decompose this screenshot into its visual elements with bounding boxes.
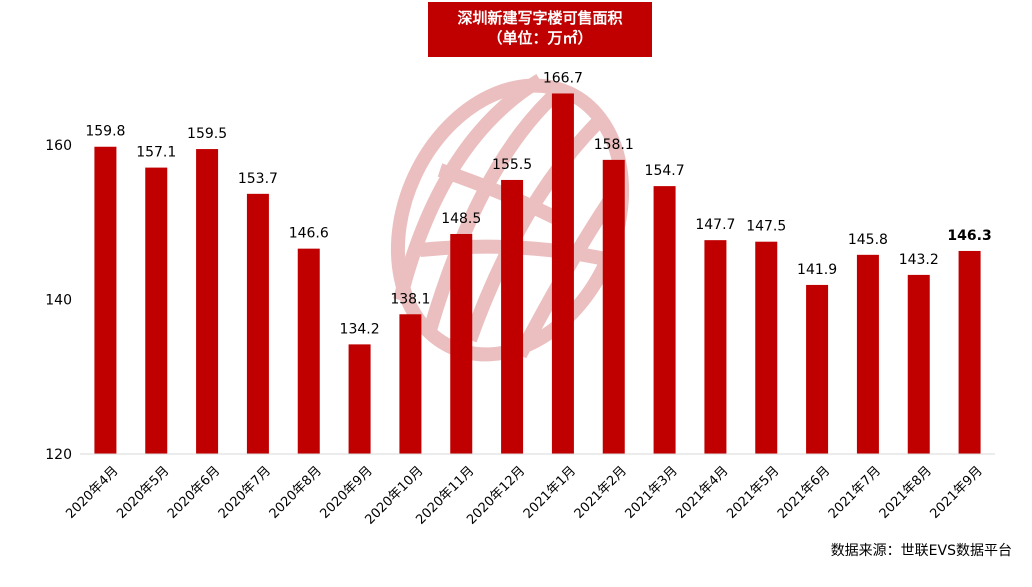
chart-subtitle: （单位：万㎡） xyxy=(487,29,593,47)
x-tick-label: 2020年7月 xyxy=(216,464,274,522)
bar xyxy=(145,167,168,454)
bar xyxy=(602,159,625,455)
data-label: 157.1 xyxy=(136,145,176,161)
bar xyxy=(348,344,371,454)
bar xyxy=(704,240,727,454)
data-label: 145.8 xyxy=(848,232,888,248)
x-tick-label: 2021年3月 xyxy=(623,464,681,522)
x-tick-label: 2021年1月 xyxy=(521,464,579,522)
x-tick-label: 2021年6月 xyxy=(775,464,833,522)
bar xyxy=(501,179,524,454)
data-label: 155.5 xyxy=(492,157,532,173)
bar xyxy=(246,193,269,454)
bar xyxy=(907,274,930,454)
data-label: 159.5 xyxy=(187,126,227,142)
x-tick-label: 2021年8月 xyxy=(877,464,935,522)
data-source-note: 数据来源：世联EVS数据平台 xyxy=(830,543,1012,559)
chart-title: 深圳新建写字楼可售面积 xyxy=(457,9,623,27)
data-label: 166.7 xyxy=(543,70,583,86)
x-tick-label: 2021年9月 xyxy=(928,464,986,522)
data-label: 146.6 xyxy=(289,226,329,242)
data-label: 146.3 xyxy=(947,228,991,244)
data-label: 138.1 xyxy=(390,291,430,307)
data-label: 159.8 xyxy=(85,124,125,140)
bar xyxy=(94,146,117,454)
data-label: 134.2 xyxy=(340,321,380,337)
data-label: 141.9 xyxy=(797,262,837,278)
data-label: 153.7 xyxy=(238,171,278,187)
data-label: 143.2 xyxy=(899,252,939,268)
x-tick-label: 2020年4月 xyxy=(63,464,121,522)
bar xyxy=(806,284,829,454)
bar xyxy=(450,233,473,454)
bar xyxy=(196,149,219,454)
bar xyxy=(297,248,320,454)
bar xyxy=(551,93,574,454)
x-tick-label: 2021年2月 xyxy=(572,464,630,522)
x-tick-label: 2020年6月 xyxy=(165,464,223,522)
chart-title-box: 深圳新建写字楼可售面积 （单位：万㎡） xyxy=(428,2,652,57)
data-label: 148.5 xyxy=(441,211,481,227)
bar xyxy=(856,254,879,454)
data-label: 154.7 xyxy=(645,163,685,179)
x-tick-label: 2021年5月 xyxy=(724,464,782,522)
bar xyxy=(958,250,981,454)
x-tick-label: 2021年7月 xyxy=(826,464,884,522)
y-tick-label: 140 xyxy=(45,293,72,309)
data-label: 147.5 xyxy=(746,219,786,235)
bar xyxy=(653,186,676,454)
data-label: 158.1 xyxy=(594,137,634,153)
y-tick-label: 120 xyxy=(45,447,72,463)
x-tick-label: 2020年5月 xyxy=(114,464,172,522)
data-label: 147.7 xyxy=(695,217,735,233)
bar xyxy=(399,314,422,454)
x-tick-label: 2020年8月 xyxy=(267,464,325,522)
x-tick-label: 2021年4月 xyxy=(673,464,731,522)
y-tick-label: 160 xyxy=(45,138,72,154)
bar xyxy=(755,241,778,454)
